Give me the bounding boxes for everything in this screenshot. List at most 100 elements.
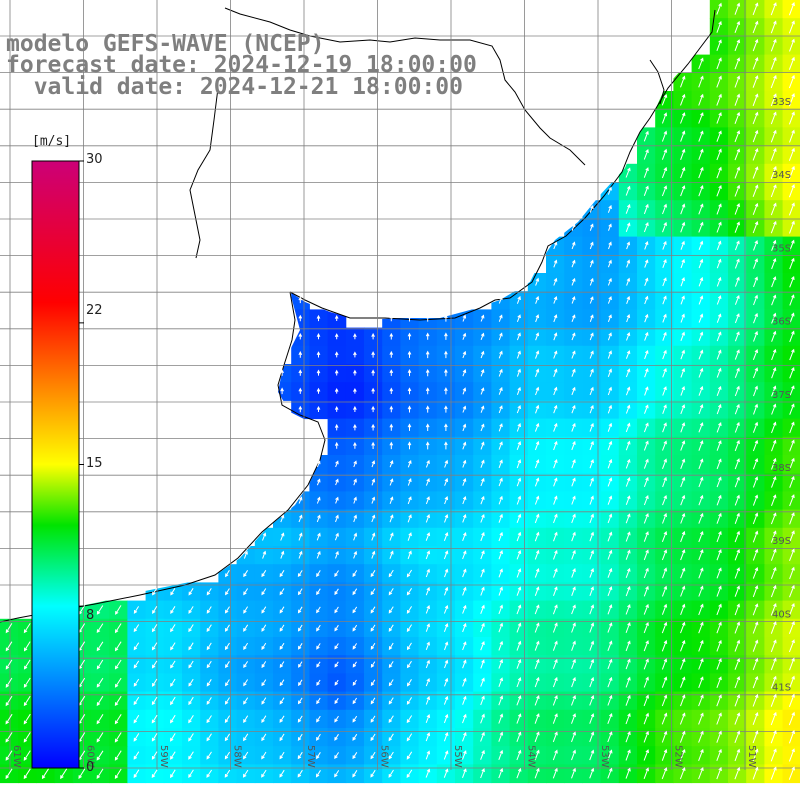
wind-arrow — [534, 477, 540, 487]
wind-arrow — [407, 477, 412, 486]
wind-arrow — [643, 549, 649, 561]
wind-arrow — [770, 93, 777, 107]
wind-arrow — [553, 531, 558, 542]
wind-arrow — [516, 459, 522, 469]
wind-arrow — [734, 111, 741, 124]
wind-arrow — [789, 275, 795, 288]
wind-arrow — [406, 751, 413, 760]
wind-arrow — [498, 368, 503, 377]
wind-arrow — [370, 679, 376, 687]
wind-arrow — [698, 130, 704, 142]
wind-arrow — [771, 494, 777, 506]
wind-arrow — [716, 75, 722, 88]
wind-arrow — [716, 476, 722, 488]
wind-arrow — [552, 622, 558, 633]
wind-arrow — [698, 603, 704, 616]
wind-arrow — [625, 422, 631, 433]
wind-arrow — [535, 404, 540, 414]
colorbar-ticks — [79, 160, 84, 769]
wind-arrow — [680, 440, 686, 451]
wind-arrow — [716, 530, 722, 543]
wind-arrow — [626, 314, 631, 323]
wind-arrow — [770, 584, 777, 598]
wind-arrow — [788, 202, 795, 216]
wind-arrow — [770, 766, 777, 780]
wind-arrow — [607, 622, 613, 633]
wind-arrow — [206, 751, 212, 760]
wind-arrow — [224, 642, 230, 651]
wind-arrow — [662, 422, 667, 433]
wind-arrow — [680, 603, 686, 615]
wind-arrow — [297, 751, 303, 760]
wind-arrow — [534, 568, 540, 578]
wind-arrow — [480, 749, 485, 760]
wind-arrow — [443, 604, 449, 614]
wind-arrow — [698, 313, 704, 323]
wind-arrow — [698, 440, 704, 451]
wind-arrow — [716, 295, 722, 305]
wind-arrow — [789, 494, 795, 507]
wind-arrow — [661, 748, 668, 761]
wind-arrow — [443, 550, 449, 560]
wind-arrow — [96, 750, 104, 761]
wind-arrow — [261, 642, 267, 651]
wind-arrow — [680, 694, 686, 707]
wind-arrow — [753, 403, 759, 415]
wind-arrow — [607, 549, 613, 560]
wind-arrow — [752, 530, 759, 543]
wind-arrow — [734, 494, 740, 506]
wind-arrow — [589, 223, 594, 231]
wind-arrow — [571, 440, 576, 451]
wind-arrow — [151, 678, 158, 687]
wind-arrow — [370, 588, 376, 596]
wind-arrow — [534, 622, 540, 633]
wind-arrow — [151, 660, 158, 669]
wind-arrow — [589, 277, 594, 286]
wind-arrow — [753, 312, 758, 324]
wind-arrow — [698, 621, 704, 634]
wind-arrow — [297, 570, 303, 578]
wind-arrow — [206, 697, 212, 705]
wind-arrow — [734, 712, 741, 725]
wind-arrow — [607, 332, 612, 341]
wind-arrow — [607, 204, 612, 213]
wind-arrow — [480, 405, 485, 413]
wind-arrow — [734, 221, 740, 233]
wind-arrow — [571, 658, 576, 669]
wind-arrow — [352, 661, 357, 668]
wind-arrow — [680, 512, 686, 524]
wind-arrow — [625, 513, 631, 524]
wind-arrow — [771, 403, 777, 415]
wind-arrow — [316, 733, 321, 741]
wind-arrow — [388, 661, 394, 669]
wind-arrow — [243, 661, 249, 669]
wind-arrow — [334, 624, 339, 632]
wind-arrow — [480, 387, 485, 395]
wind-arrow — [370, 570, 376, 578]
wind-arrow — [516, 386, 521, 395]
wind-arrow — [698, 258, 704, 269]
wind-arrow — [589, 296, 594, 304]
wind-arrow — [114, 677, 122, 688]
wind-arrow — [698, 221, 704, 233]
wind-arrow — [571, 604, 576, 615]
wind-arrow — [516, 604, 522, 615]
wind-arrow — [298, 679, 303, 687]
wind-arrow — [789, 657, 795, 671]
wind-arrow — [770, 621, 777, 634]
wind-arrow — [388, 588, 394, 596]
wind-arrow — [607, 440, 613, 451]
wind-arrow — [151, 733, 158, 742]
wind-arrow — [698, 203, 704, 215]
colorbar-tick-label: 15 — [86, 456, 103, 471]
wind-arrow — [752, 766, 759, 780]
wind-arrow — [643, 167, 649, 178]
wind-arrow — [462, 568, 467, 578]
wind-arrow — [516, 568, 522, 578]
wind-arrow — [298, 550, 303, 559]
wind-arrow — [571, 713, 576, 724]
wind-arrow — [498, 659, 503, 669]
wind-arrow — [188, 678, 194, 687]
wind-arrow — [734, 57, 741, 70]
